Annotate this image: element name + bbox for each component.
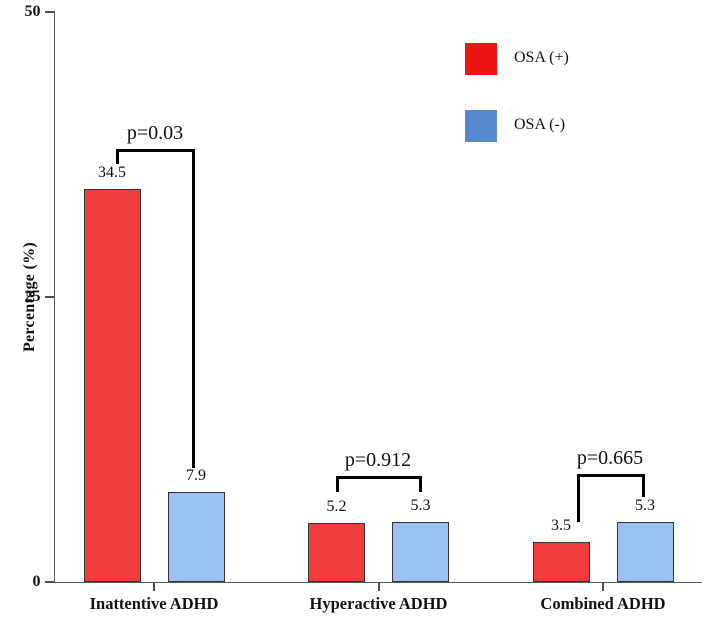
x-tick-mark [602, 582, 604, 591]
significance-bracket-right-leg [641, 475, 645, 497]
bar-value-label: 3.5 [551, 517, 571, 535]
significance-bracket-horizontal [335, 475, 422, 479]
legend-label-osa-negative: OSA (-) [514, 116, 566, 133]
bar-value-label: 5.3 [635, 496, 655, 514]
x-category-label: Inattentive ADHD [89, 594, 219, 613]
legend-swatch-osa-positive [465, 43, 497, 75]
p-value-label: p=0.03 [126, 122, 184, 144]
y-tick-mark [44, 296, 54, 298]
bar-value-label: 5.3 [410, 496, 431, 514]
bar-osa-negative-hyperactive-adhd [392, 521, 449, 582]
bar-osa-negative-inattentive-adhd [167, 491, 225, 582]
significance-bracket-horizontal [115, 148, 195, 152]
bar-value-label: 5.2 [326, 497, 347, 515]
significance-bracket-left-leg [115, 150, 119, 164]
x-tick-mark [377, 582, 380, 591]
x-category-label: Combined ADHD [540, 594, 666, 613]
bar-osa-positive-inattentive-adhd [83, 188, 141, 582]
x-category-label: Hyperactive ADHD [309, 594, 448, 613]
y-tick-mark [44, 581, 54, 583]
bar-osa-positive-combined-adhd [532, 542, 590, 582]
p-value-label: p=0.665 [576, 447, 644, 469]
significance-bracket-right-leg [191, 150, 195, 468]
legend-label-osa-positive: OSA (+) [514, 49, 569, 66]
y-tick-label: 50 [24, 3, 41, 20]
y-tick-label: 0 [32, 573, 41, 590]
bar-value-label: 34.5 [98, 163, 126, 181]
significance-bracket-right-leg [418, 477, 422, 492]
legend-swatch-osa-negative [465, 110, 497, 142]
bar-osa-negative-combined-adhd [616, 521, 674, 582]
x-tick-mark [153, 582, 155, 591]
significance-bracket-left-leg [335, 477, 339, 492]
bar-value-label: 7.9 [186, 466, 206, 484]
y-axis-line [53, 11, 56, 583]
p-value-label: p=0.912 [344, 449, 412, 471]
y-tick-mark [44, 11, 54, 13]
significance-bracket-left-leg [576, 475, 580, 522]
significance-bracket-horizontal [576, 473, 645, 477]
bar-osa-positive-hyperactive-adhd [308, 522, 365, 582]
y-tick-label: 25 [24, 288, 41, 305]
